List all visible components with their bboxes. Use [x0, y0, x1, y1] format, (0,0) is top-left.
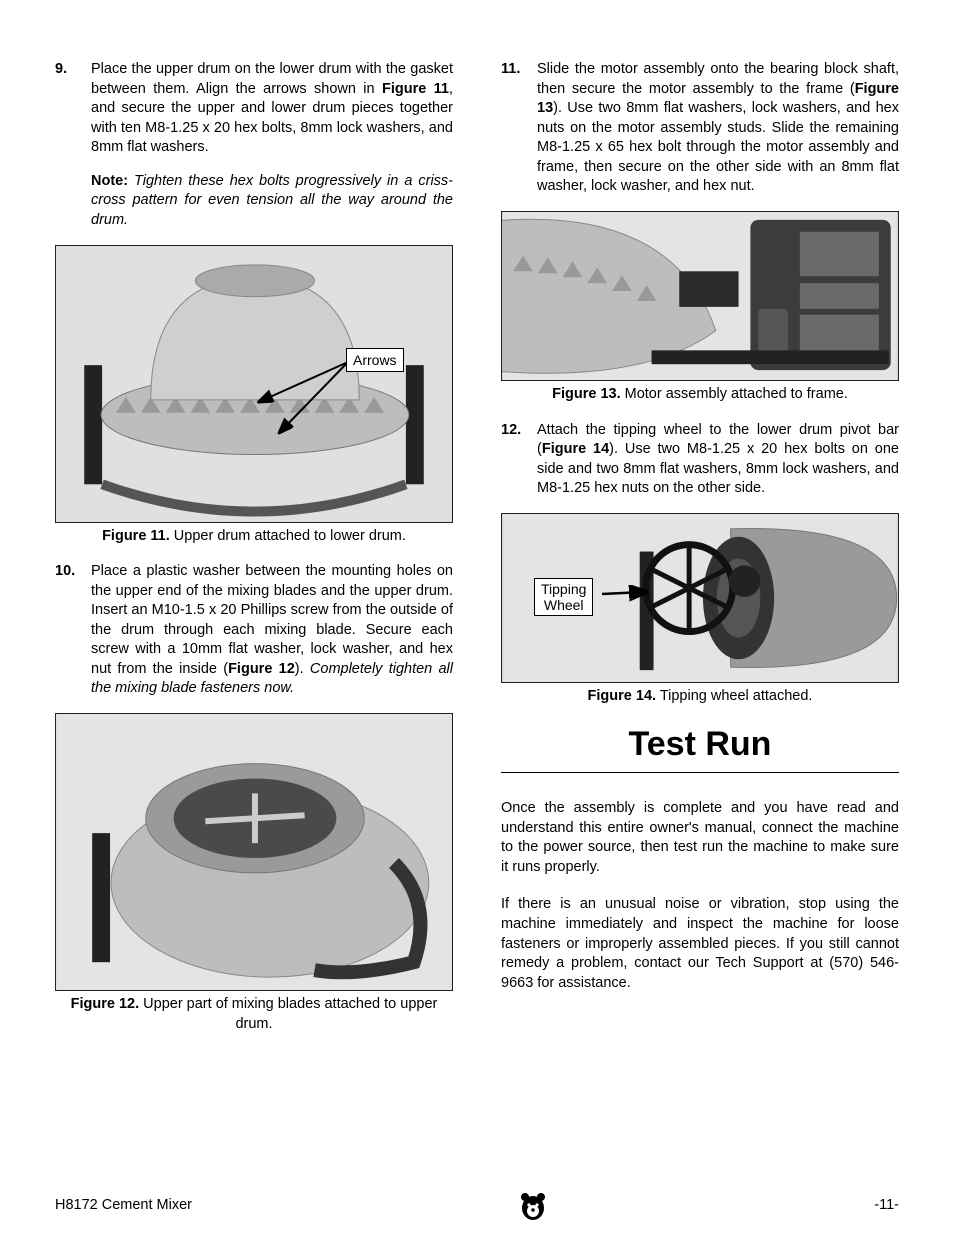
step-9-note: Note: Tighten these hex bolts progressiv…	[91, 172, 453, 231]
step-text-b: ). Use two 8mm flat washers, lock washer…	[537, 100, 899, 194]
test-run-para-1: Once the assembly is complete and you ha…	[501, 799, 899, 877]
figure-13-caption: Figure 13. Motor assembly attached to fr…	[501, 385, 899, 405]
arrow-lines	[56, 246, 453, 523]
figure-14-image: Tipping Wheel	[501, 513, 899, 683]
note-body: Tighten these hex bolts progressively in…	[91, 173, 453, 228]
step-text-b: ).	[295, 661, 310, 677]
step-9: 9. Place the upper drum on the lower dru…	[55, 60, 453, 158]
drum-top-illustration	[56, 714, 452, 990]
step-number: 12.	[501, 421, 537, 499]
step-number: 11.	[501, 60, 537, 197]
figure-13-image	[501, 211, 899, 381]
step-text-a: Slide the motor assembly onto the bearin…	[537, 61, 899, 97]
tipping-wheel-label: Tipping Wheel	[534, 578, 593, 616]
motor-illustration	[502, 212, 898, 380]
figure-label: Figure 12.	[71, 996, 140, 1012]
footer-left: H8172 Cement Mixer	[55, 1196, 192, 1216]
label-line-2: Wheel	[544, 597, 584, 613]
right-column: 11. Slide the motor assembly onto the be…	[501, 60, 899, 1050]
figure-caption-text: Tipping wheel attached.	[656, 688, 812, 704]
bear-icon	[519, 1191, 547, 1221]
page-footer: H8172 Cement Mixer -11-	[55, 1191, 899, 1221]
step-text-a: Place a plastic washer between the mount…	[91, 563, 453, 677]
step-12: 12. Attach the tipping wheel to the lowe…	[501, 421, 899, 499]
label-line-1: Tipping	[541, 581, 586, 597]
step-text: Place the upper drum on the lower drum w…	[91, 60, 453, 158]
figure-14: Tipping Wheel Figure 14. Tipping wheel a…	[501, 513, 899, 707]
step-number: 10.	[55, 562, 91, 699]
figure-13: Figure 13. Motor assembly attached to fr…	[501, 211, 899, 405]
step-10: 10. Place a plastic washer between the m…	[55, 562, 453, 699]
step-number: 9.	[55, 60, 91, 158]
figure-caption-text: Upper drum attached to lower drum.	[170, 528, 406, 544]
figure-label: Figure 14.	[588, 688, 657, 704]
figure-label: Figure 11.	[102, 528, 170, 544]
figure-14-caption: Figure 14. Tipping wheel attached.	[501, 687, 899, 707]
figure-label: Figure 13.	[552, 386, 621, 402]
step-text: Attach the tipping wheel to the lower dr…	[537, 421, 899, 499]
figure-ref: Figure 14	[542, 441, 609, 457]
figure-caption-text: Motor assembly attached to frame.	[621, 386, 848, 402]
step-text: Place a plastic washer between the mount…	[91, 562, 453, 699]
figure-11: Arrows Figure 11. Upper drum attached to…	[55, 245, 453, 547]
footer-right: -11-	[874, 1196, 899, 1216]
step-text: Slide the motor assembly onto the bearin…	[537, 60, 899, 197]
figure-11-image: Arrows	[55, 245, 453, 523]
test-run-para-2: If there is an unusual noise or vibratio…	[501, 895, 899, 993]
figure-11-caption: Figure 11. Upper drum attached to lower …	[55, 527, 453, 547]
figure-ref: Figure 11	[382, 81, 449, 97]
section-rule	[501, 772, 899, 773]
figure-12-caption: Figure 12. Upper part of mixing blades a…	[55, 995, 453, 1034]
figure-12: Figure 12. Upper part of mixing blades a…	[55, 713, 453, 1034]
figure-caption-text: Upper part of mixing blades attached to …	[139, 996, 437, 1032]
step-11: 11. Slide the motor assembly onto the be…	[501, 60, 899, 197]
arrows-label: Arrows	[346, 348, 404, 373]
left-column: 9. Place the upper drum on the lower dru…	[55, 60, 453, 1050]
note-label: Note:	[91, 173, 128, 189]
figure-12-image	[55, 713, 453, 991]
test-run-heading: Test Run	[501, 722, 899, 768]
two-column-layout: 9. Place the upper drum on the lower dru…	[55, 60, 899, 1050]
figure-ref: Figure 12	[228, 661, 295, 677]
